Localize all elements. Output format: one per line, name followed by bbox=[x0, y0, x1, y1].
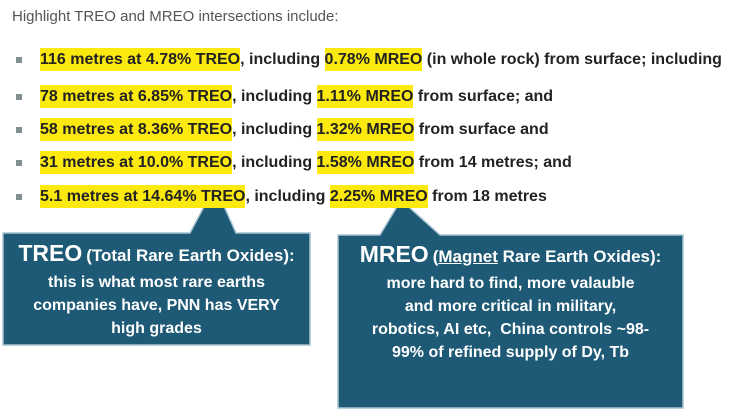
treo-highlight: 31 metres at 10.0% TREO bbox=[40, 151, 233, 174]
callout-header: MREO (Magnet Rare Earth Oxides): bbox=[338, 241, 683, 268]
treo-highlight: 58 metres at 8.36% TREO bbox=[40, 118, 233, 141]
callout-box bbox=[2, 184, 311, 346]
bullet-text: 116 metres at 4.78% TREO, including 0.78… bbox=[40, 48, 722, 71]
bullet-marker bbox=[16, 160, 22, 166]
mreo-highlight: 0.78% MREO bbox=[324, 48, 423, 71]
callout-subtitle: (Total Rare Earth Oxides): bbox=[86, 246, 294, 265]
bullet-marker bbox=[16, 127, 22, 133]
body-line: more hard to find, more valauble bbox=[386, 275, 635, 292]
bullet-text: 5.1 metres at 14.64% TREO, including 2.2… bbox=[40, 185, 547, 208]
bullet-text: 78 metres at 6.85% TREO, including 1.11%… bbox=[40, 85, 554, 108]
callout-header: TREO (Total Rare Earth Oxides): bbox=[3, 240, 310, 267]
text: , including bbox=[240, 51, 325, 68]
callout: MREO (Magnet Rare Earth Oxides): more hard… bbox=[338, 241, 683, 364]
text: from 18 metres bbox=[427, 188, 547, 205]
treo-highlight: 78 metres at 6.85% TREO bbox=[40, 85, 233, 108]
callout-box bbox=[337, 198, 684, 409]
text: , including bbox=[232, 154, 317, 171]
bullet-text: 58 metres at 8.36% TREO, including 1.32%… bbox=[40, 118, 549, 141]
mreo-highlight: 2.25% MREO bbox=[329, 185, 428, 208]
subtitle-part: Magnet bbox=[438, 247, 498, 266]
callout-subtitle: (Magnet Rare Earth Oxides): bbox=[433, 247, 662, 266]
bullet-marker bbox=[16, 194, 22, 200]
text: from surface; and bbox=[413, 88, 554, 105]
text: from surface and bbox=[414, 121, 549, 138]
subtitle-part: Rare Earth Oxides): bbox=[497, 247, 662, 266]
callout-title: TREO bbox=[18, 240, 83, 266]
heading: Highlight TREO and MREO intersections in… bbox=[12, 8, 339, 25]
body-line: high grades bbox=[111, 320, 202, 337]
text: (in whole rock) from surface; including bbox=[422, 51, 722, 68]
treo-highlight: 5.1 metres at 14.64% TREO bbox=[40, 185, 246, 208]
bullet-marker bbox=[16, 57, 22, 63]
body-line: robotics, AI etc, China controls ~98- bbox=[371, 321, 650, 338]
subtitle-part: ( bbox=[432, 247, 439, 266]
text: , including bbox=[245, 188, 330, 205]
body-line: this is what most rare earths bbox=[48, 274, 265, 291]
bullet-marker bbox=[16, 94, 22, 100]
body-line: and more critical in military, bbox=[404, 298, 617, 315]
callout-body: more hard to find, more valauble and more… bbox=[338, 272, 683, 364]
subtitle-part: (Total Rare Earth Oxides): bbox=[86, 246, 295, 265]
text: , including bbox=[232, 88, 317, 105]
body-line: companies have, PNN has VERY bbox=[33, 297, 280, 314]
treo-highlight: 116 metres at 4.78% TREO bbox=[40, 48, 241, 71]
text: , including bbox=[232, 121, 317, 138]
callout-title: MREO bbox=[359, 241, 429, 267]
callout: TREO (Total Rare Earth Oxides): this is wh… bbox=[3, 240, 310, 340]
bullet-text: 31 metres at 10.0% TREO, including 1.58%… bbox=[40, 151, 572, 174]
body-line: 99% of refined supply of Dy, Tb bbox=[391, 344, 630, 361]
text: from 14 metres; and bbox=[414, 154, 572, 171]
mreo-highlight: 1.11% MREO bbox=[316, 85, 414, 108]
mreo-highlight: 1.32% MREO bbox=[316, 118, 415, 141]
callout-body: this is what most rare earths companies h… bbox=[3, 271, 310, 340]
mreo-highlight: 1.58% MREO bbox=[316, 151, 415, 174]
